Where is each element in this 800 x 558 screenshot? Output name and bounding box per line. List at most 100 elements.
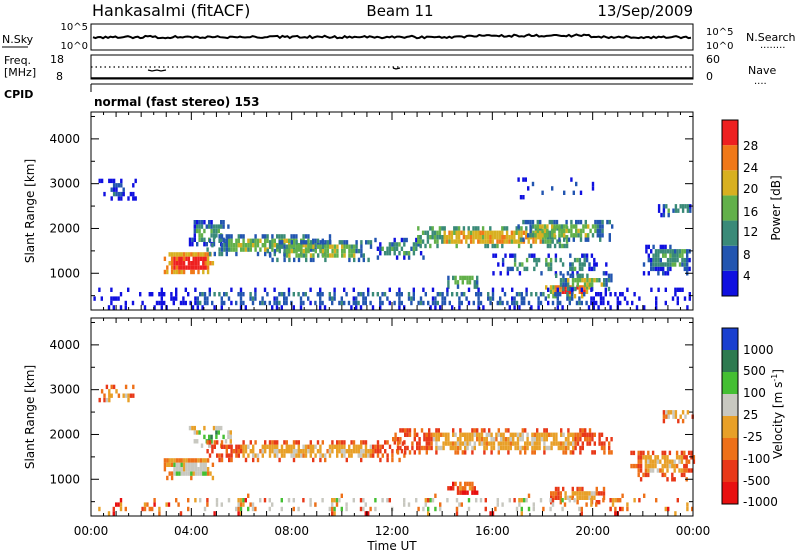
echo-cell [588,432,592,437]
echo-cell [645,249,648,254]
echo-cell [155,300,159,306]
echo-cell [434,305,437,310]
echo-cell [307,449,310,454]
echo-cell [525,498,528,503]
echo-cell [362,253,365,258]
echo-cell [444,432,448,437]
echo-cell [428,428,431,433]
echo-cell [297,253,301,258]
echo-cell [292,243,296,248]
echo-cell [543,445,546,451]
echo-cell [549,243,552,249]
echo-cell [178,265,181,270]
echo-cell [324,240,327,245]
echo-cell [237,506,240,512]
echo-cell [230,444,233,449]
echo-cell [598,437,601,442]
echo-cell [575,224,578,229]
echo-cell [483,450,486,455]
echo-cell [230,453,233,458]
echo-cell [665,414,668,419]
echo-cell [345,292,348,297]
echo-cell [460,239,463,244]
echo-cell [543,437,546,442]
echo-cell [319,287,322,292]
echo-cell [384,440,387,445]
echo-cell [538,441,541,446]
echo-cell [388,246,392,251]
power-panel-frame [90,111,694,311]
echo-cell [228,243,231,248]
echo-cell [598,441,601,446]
echo-cell [199,300,202,306]
echo-cell [312,449,315,454]
echo-cell [204,265,207,270]
echo-cell [491,287,495,292]
echo-cell [427,511,430,516]
echo-cell [519,237,523,242]
echo-cell [595,300,598,306]
echo-cell [198,228,201,234]
echo-cell [562,273,565,278]
echo-cell [523,266,526,272]
echo-cell [667,414,670,419]
echo-cell [614,498,617,503]
echo-cell [369,300,372,306]
echo-cell [516,445,520,451]
echo-cell [218,238,221,243]
echo-cell [556,305,559,310]
echo-cell [227,296,231,301]
echo-cell [153,502,156,507]
echo-cell [268,498,271,503]
echo-cell [249,440,252,445]
echo-cell [215,228,218,234]
echo-cell [447,432,450,437]
echo-cell [218,457,221,463]
echo-cell [678,249,682,254]
echo-cell [173,265,176,270]
echo-cell [578,257,582,263]
echo-cell [283,292,286,297]
echo-cell [569,253,572,258]
echo-cell [206,256,210,261]
echo-cell [302,444,305,449]
echo-cell [304,449,308,454]
echo-cell [674,253,677,258]
echo-cell [416,445,419,451]
echo-cell [578,296,581,301]
echo-cell [477,292,480,297]
echo-cell [360,244,363,249]
echo-cell [550,445,553,451]
echo-cell [599,237,602,242]
echo-cell [374,449,377,454]
echo-cell [160,292,163,297]
echo-cell [215,502,219,507]
echo-cell [132,191,135,197]
echo-cell [381,246,384,251]
echo-cell [686,249,689,254]
echo-cell [364,300,367,306]
echo-cell [415,242,418,247]
echo-cell [158,292,161,297]
echo-cell [580,287,583,292]
echo-cell [405,251,408,256]
echo-cell [403,255,406,260]
echo-cell [212,224,216,229]
echo-cell [616,300,619,306]
echo-cell [549,262,553,267]
echo-cell [170,475,174,481]
velocity-panel: 1000 2000 3000 4000 Slant Range [km] [23,317,696,517]
echo-cell [252,453,255,458]
echo-cell [120,196,123,201]
velocity-cbar-tick-neg25: -25 [743,430,763,444]
echo-cell [639,477,643,482]
echo-cell [530,305,533,310]
echo-cell [548,219,551,225]
echo-cell [302,449,305,454]
echo-cell [359,292,363,297]
echo-cell [100,389,104,394]
echo-cell [559,285,562,290]
echo-cell [457,239,461,244]
echo-cell [220,224,223,229]
echo-cell [199,458,203,463]
